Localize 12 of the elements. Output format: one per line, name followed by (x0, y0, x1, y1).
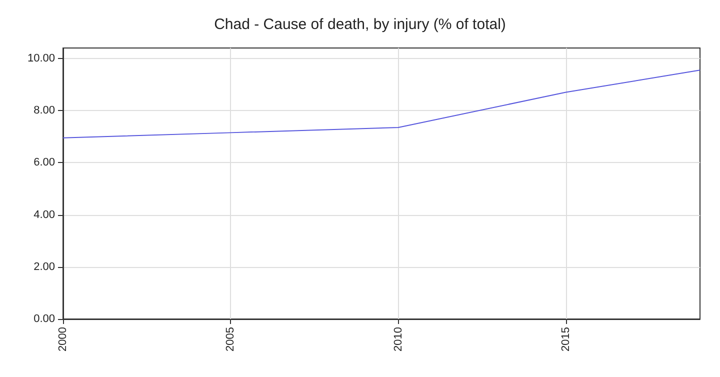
x-tick-label: 2015 (560, 327, 572, 352)
x-tick-label: 2000 (57, 327, 69, 352)
y-tick-label: 4.00 (34, 208, 55, 221)
chart-title: Chad - Cause of death, by injury (% of total) (214, 16, 506, 33)
x-tick-label: 2005 (224, 327, 237, 352)
y-tick-label: 10.00 (27, 52, 55, 64)
y-tick-label: 0.00 (34, 313, 55, 325)
y-tick-label: 6.00 (34, 156, 55, 169)
x-tick-label: 2010 (392, 327, 404, 352)
line-series (62, 70, 700, 138)
y-tick-label: 2.00 (34, 260, 55, 273)
y-tick-label: 8.00 (34, 104, 55, 117)
